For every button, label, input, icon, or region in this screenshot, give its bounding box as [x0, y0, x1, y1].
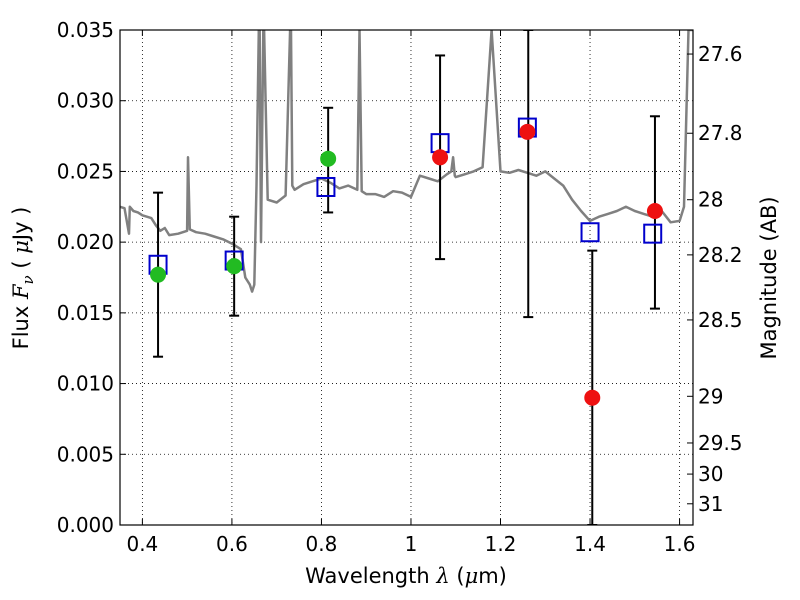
- x-tick-label: 1.2: [485, 532, 517, 556]
- tick-labels: 0.4 0.6 0.8 1 1.2 1.4 1.6 0.000 0.005 0.010 0.015 0…: [57, 18, 743, 556]
- x-tick-label: 0.8: [306, 532, 338, 556]
- right-tick-label: 29: [698, 384, 723, 408]
- right-tick-label: 27.8: [698, 121, 743, 145]
- circle-marker: [584, 389, 601, 406]
- x-axis-label: Wavelength λ (μm): [305, 564, 507, 588]
- x-tick-label: 1.4: [574, 532, 606, 556]
- circle-marker: [432, 149, 449, 166]
- data-markers: [148, 117, 663, 406]
- y-tick-label: 0.000: [57, 513, 114, 537]
- right-tick-label: 28.5: [698, 308, 743, 332]
- circle-marker: [646, 203, 663, 220]
- y-tick-label: 0.015: [57, 301, 114, 325]
- right-tick-label: 29.5: [698, 431, 743, 455]
- right-tick-label: 31: [698, 492, 723, 516]
- right-tick-label: 30: [698, 462, 723, 486]
- y-tick-label: 0.025: [57, 159, 114, 183]
- y-tick-label: 0.035: [57, 18, 114, 42]
- square-marker: [643, 223, 663, 244]
- right-tick-label: 27.6: [698, 42, 743, 66]
- grid-lines: [120, 29, 693, 526]
- x-tick-label: 0.6: [216, 532, 248, 556]
- right-axis-label: Magnitude (AB): [757, 196, 781, 359]
- x-tick-label: 1.6: [664, 532, 696, 556]
- y-tick-label: 0.020: [57, 230, 114, 254]
- circle-marker: [320, 150, 337, 167]
- circle-marker: [226, 258, 243, 275]
- x-tick-label: 1: [405, 532, 418, 556]
- x-tick-label: 0.4: [126, 532, 158, 556]
- circle-marker: [519, 123, 536, 140]
- spectrum-line: [120, 30, 693, 293]
- circle-marker: [150, 266, 167, 283]
- axis-ticks: [120, 29, 693, 526]
- y-tick-label: 0.010: [57, 372, 114, 396]
- y-tick-label: 0.005: [57, 442, 114, 466]
- error-bars: [153, 30, 660, 525]
- model-spectrum: [120, 30, 693, 293]
- square-marker: [580, 222, 600, 243]
- right-tick-label: 28.2: [698, 243, 743, 267]
- plot-frame: [119, 29, 694, 526]
- y-axis-label: Flux Fν ( μJy ): [9, 207, 37, 350]
- y-tick-label: 0.030: [57, 89, 114, 113]
- square-marker: [316, 176, 336, 197]
- right-tick-label: 28: [698, 188, 723, 212]
